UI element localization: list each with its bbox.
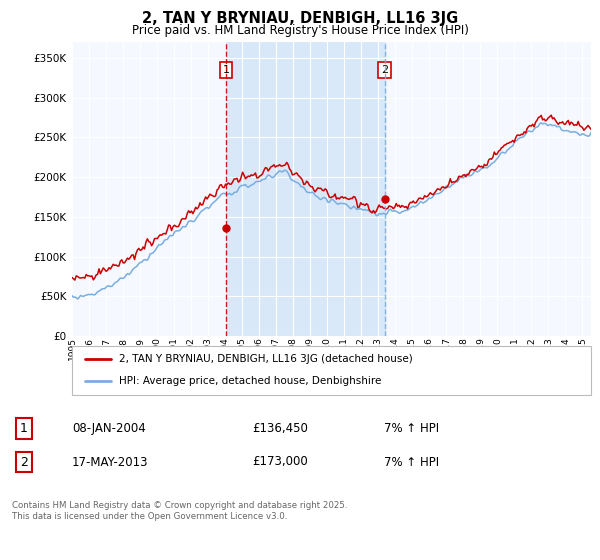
Text: 2: 2 [20,455,28,469]
Text: £173,000: £173,000 [252,455,308,469]
Bar [226,42,385,336]
Text: 08-JAN-2004: 08-JAN-2004 [72,422,146,435]
Text: HPI: Average price, detached house, Denbighshire: HPI: Average price, detached house, Denb… [119,376,381,386]
Text: Contains HM Land Registry data © Crown copyright and database right 2025.
This d: Contains HM Land Registry data © Crown c… [12,501,347,521]
Text: 2, TAN Y BRYNIAU, DENBIGH, LL16 3JG (detached house): 2, TAN Y BRYNIAU, DENBIGH, LL16 3JG (det… [119,354,412,364]
Text: £136,450: £136,450 [252,422,308,435]
Text: 1: 1 [20,422,28,435]
Text: 7% ↑ HPI: 7% ↑ HPI [384,455,439,469]
Text: 1: 1 [223,65,229,75]
Text: 2, TAN Y BRYNIAU, DENBIGH, LL16 3JG: 2, TAN Y BRYNIAU, DENBIGH, LL16 3JG [142,11,458,26]
Text: 17-MAY-2013: 17-MAY-2013 [72,455,149,469]
Text: 2: 2 [381,65,388,75]
Text: Price paid vs. HM Land Registry's House Price Index (HPI): Price paid vs. HM Land Registry's House … [131,24,469,36]
Text: 7% ↑ HPI: 7% ↑ HPI [384,422,439,435]
